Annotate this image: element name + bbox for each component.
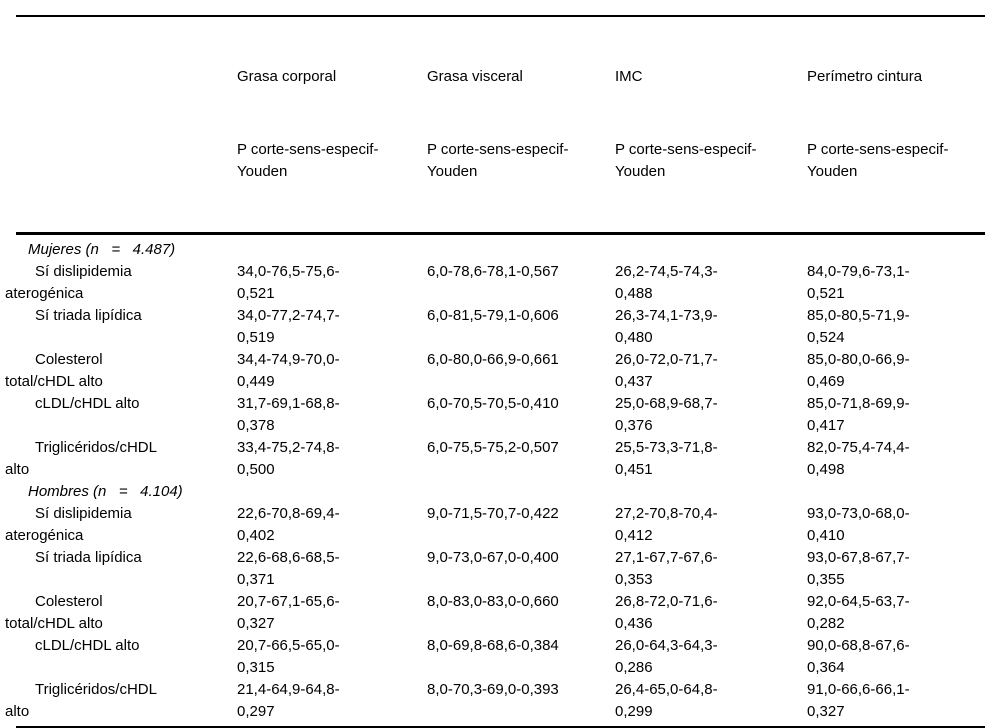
table-row: Sí dislipidemia aterogénica 22,6-70,8-69… — [5, 503, 986, 547]
section-title: Mujeres (n = 4.487) — [28, 241, 176, 258]
cell-grasa-corporal: 33,4-75,2-74,8- 0,500 — [237, 439, 340, 478]
row-label: cLDL/cHDL alto — [35, 395, 140, 412]
cell-imc: 25,5-73,3-71,8- 0,451 — [615, 439, 718, 478]
cell-imc: 27,1-67,7-67,6- 0,353 — [615, 549, 718, 588]
cell-imc: 26,0-72,0-71,7- 0,437 — [615, 351, 718, 390]
cell-grasa-corporal: 22,6-68,6-68,5- 0,371 — [237, 549, 340, 588]
table-row: Sí dislipidemia aterogénica 34,0-76,5-75… — [5, 261, 986, 305]
cell-grasa-corporal: 21,4-64,9-64,8- 0,297 — [237, 681, 340, 720]
column-label: Grasa visceral — [427, 68, 523, 85]
column-sublabel: P corte-sens-especif- Youden — [427, 141, 569, 180]
row-label: Triglicéridos/cHDL alto — [5, 681, 157, 720]
column-header-empty — [5, 22, 237, 227]
section-header-mujeres: Mujeres (n = 4.487) — [5, 239, 986, 261]
table-body: Mujeres (n = 4.487) Sí dislipidemia ater… — [5, 235, 986, 726]
cell-grasa-corporal: 22,6-70,8-69,4- 0,402 — [237, 505, 340, 544]
table-row: Colesterol total/cHDL alto 20,7-67,1-65,… — [5, 591, 986, 635]
row-label: Sí dislipidemia aterogénica — [5, 263, 132, 302]
column-label: Grasa corporal — [237, 68, 337, 85]
empty-cell — [807, 239, 985, 261]
cell-imc: 26,2-74,5-74,3- 0,488 — [615, 263, 718, 302]
cell-grasa-corporal: 20,7-66,5-65,0- 0,315 — [237, 637, 340, 676]
cell-grasa-visceral: 6,0-75,5-75,2-0,507 — [427, 439, 559, 456]
column-sublabel: P corte-sens-especif- Youden — [615, 141, 757, 180]
cell-perimetro-cintura: 84,0-79,6-73,1- 0,521 — [807, 263, 910, 302]
empty-cell — [615, 481, 807, 503]
cell-grasa-corporal: 34,4-74,9-70,0- 0,449 — [237, 351, 340, 390]
cell-imc: 27,2-70,8-70,4- 0,412 — [615, 505, 718, 544]
cell-perimetro-cintura: 85,0-71,8-69,9- 0,417 — [807, 395, 910, 434]
cell-grasa-corporal: 34,0-77,2-74,7- 0,519 — [237, 307, 340, 346]
cell-perimetro-cintura: 85,0-80,0-66,9- 0,469 — [807, 351, 910, 390]
cell-imc: 26,8-72,0-71,6- 0,436 — [615, 593, 718, 632]
cell-perimetro-cintura: 92,0-64,5-63,7- 0,282 — [807, 593, 910, 632]
table-header: Grasa corporal P corte-sens-especif- You… — [5, 17, 986, 232]
row-label: Triglicéridos/cHDL alto — [5, 439, 157, 478]
section-header-hombres: Hombres (n = 4.104) — [5, 481, 986, 503]
row-label: Sí dislipidemia aterogénica — [5, 505, 132, 544]
column-label — [5, 66, 237, 88]
column-sublabel: P corte-sens-especif- Youden — [807, 141, 949, 180]
column-header-grasa-visceral: Grasa visceral P corte-sens-especif- You… — [427, 22, 615, 227]
cell-grasa-visceral: 6,0-81,5-79,1-0,606 — [427, 307, 559, 324]
results-table: Grasa corporal P corte-sens-especif- You… — [5, 15, 986, 728]
cell-imc: 26,4-65,0-64,8- 0,299 — [615, 681, 718, 720]
empty-cell — [807, 481, 985, 503]
cell-grasa-visceral: 8,0-69,8-68,6-0,384 — [427, 637, 559, 654]
column-header-imc: IMC P corte-sens-especif- Youden — [615, 22, 807, 227]
column-sublabel: P corte-sens-especif- Youden — [237, 141, 379, 180]
table-top-rule — [16, 15, 985, 17]
cell-perimetro-cintura: 91,0-66,6-66,1- 0,327 — [807, 681, 910, 720]
cell-perimetro-cintura: 90,0-68,8-67,6- 0,364 — [807, 637, 910, 676]
cell-grasa-visceral: 6,0-80,0-66,9-0,661 — [427, 351, 559, 368]
table-row: Colesterol total/cHDL alto 34,4-74,9-70,… — [5, 349, 986, 393]
empty-cell — [427, 481, 615, 503]
cell-grasa-visceral: 8,0-83,0-83,0-0,660 — [427, 593, 559, 610]
cell-grasa-visceral: 8,0-70,3-69,0-0,393 — [427, 681, 559, 698]
cell-grasa-visceral: 9,0-73,0-67,0-0,400 — [427, 549, 559, 566]
cell-imc: 26,0-64,3-64,3- 0,286 — [615, 637, 718, 676]
column-header-grasa-corporal: Grasa corporal P corte-sens-especif- You… — [237, 22, 427, 227]
column-label: IMC — [615, 68, 643, 85]
row-label: cLDL/cHDL alto — [35, 637, 140, 654]
cell-grasa-corporal: 34,0-76,5-75,6- 0,521 — [237, 263, 340, 302]
cell-grasa-corporal: 31,7-69,1-68,8- 0,378 — [237, 395, 340, 434]
empty-cell — [427, 239, 615, 261]
cell-imc: 26,3-74,1-73,9- 0,480 — [615, 307, 718, 346]
table-row: Sí triada lipídica 34,0-77,2-74,7- 0,519… — [5, 305, 986, 349]
empty-cell — [615, 239, 807, 261]
empty-cell — [237, 481, 427, 503]
cell-perimetro-cintura: 93,0-73,0-68,0- 0,410 — [807, 505, 910, 544]
row-label: Sí triada lipídica — [35, 549, 142, 566]
cell-perimetro-cintura: 82,0-75,4-74,4- 0,498 — [807, 439, 910, 478]
cell-grasa-corporal: 20,7-67,1-65,6- 0,327 — [237, 593, 340, 632]
empty-cell — [237, 239, 427, 261]
column-label: Perímetro cintura — [807, 68, 923, 85]
table-row: Triglicéridos/cHDL alto 33,4-75,2-74,8- … — [5, 437, 986, 481]
cell-grasa-visceral: 9,0-71,5-70,7-0,422 — [427, 505, 559, 522]
row-label: Colesterol total/cHDL alto — [5, 593, 103, 632]
row-label: Sí triada lipídica — [35, 307, 142, 324]
column-header-perimetro-cintura: Perímetro cintura P corte-sens-especif- … — [807, 22, 985, 227]
cell-grasa-visceral: 6,0-70,5-70,5-0,410 — [427, 395, 559, 412]
section-title: Hombres (n = 4.104) — [28, 483, 183, 500]
table-row: cLDL/cHDL alto 20,7-66,5-65,0- 0,315 8,0… — [5, 635, 986, 679]
table-header-rule — [16, 232, 985, 235]
cell-perimetro-cintura: 93,0-67,8-67,7- 0,355 — [807, 549, 910, 588]
table-row: Triglicéridos/cHDL alto 21,4-64,9-64,8- … — [5, 679, 986, 723]
table-row: cLDL/cHDL alto 31,7-69,1-68,8- 0,378 6,0… — [5, 393, 986, 437]
table-row: Sí triada lipídica 22,6-68,6-68,5- 0,371… — [5, 547, 986, 591]
cell-perimetro-cintura: 85,0-80,5-71,9- 0,524 — [807, 307, 910, 346]
cell-imc: 25,0-68,9-68,7- 0,376 — [615, 395, 718, 434]
row-label: Colesterol total/cHDL alto — [5, 351, 103, 390]
cell-grasa-visceral: 6,0-78,6-78,1-0,567 — [427, 263, 559, 280]
